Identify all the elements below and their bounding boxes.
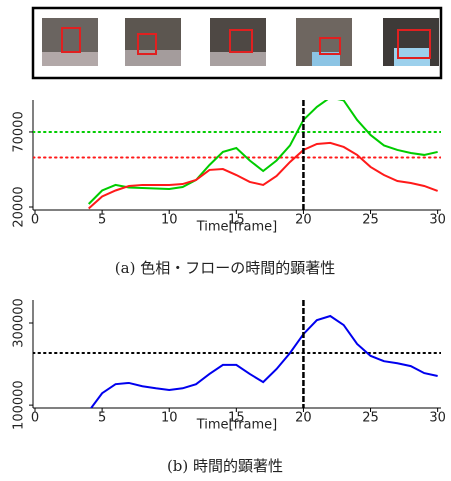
- x-tick-label: 10: [161, 213, 178, 228]
- thumbnail: [383, 18, 439, 66]
- caption: (a) 色相・フローの時間的顕著性: [115, 259, 335, 277]
- data-line: [89, 143, 438, 209]
- x-tick-label: 25: [362, 411, 379, 426]
- y-tick-label: 300000: [12, 298, 27, 348]
- x-tick-label: 0: [31, 411, 39, 426]
- x-axis-label: Time[frame]: [196, 418, 278, 433]
- data-line: [89, 97, 438, 204]
- x-tick-label: 25: [362, 213, 379, 228]
- x-tick-label: 5: [98, 411, 106, 426]
- x-tick-label: 30: [429, 411, 446, 426]
- x-tick-label: 10: [161, 411, 178, 426]
- x-tick-label: 20: [295, 411, 312, 426]
- caption: (b) 時間的顕著性: [167, 457, 283, 475]
- x-axis-label: Time[frame]: [196, 220, 278, 235]
- plot-area: [33, 97, 441, 208]
- thumbnail: [210, 18, 266, 66]
- thumbnail: [296, 18, 352, 66]
- plot-area: [33, 316, 441, 411]
- x-tick-label: 5: [98, 213, 106, 228]
- x-tick-label: 0: [31, 213, 39, 228]
- x-tick-label: 30: [429, 213, 446, 228]
- y-tick-label: 70000: [12, 111, 27, 152]
- figure: 0510152025302000070000Time[frame](a) 色相・…: [0, 0, 451, 481]
- y-tick-label: 100000: [12, 380, 27, 430]
- image-strip: [33, 8, 441, 78]
- x-tick-label: 20: [295, 213, 312, 228]
- thumbnail: [42, 18, 98, 66]
- y-tick-label: 20000: [12, 186, 27, 227]
- data-line: [89, 316, 438, 411]
- thumbnail: [125, 18, 181, 66]
